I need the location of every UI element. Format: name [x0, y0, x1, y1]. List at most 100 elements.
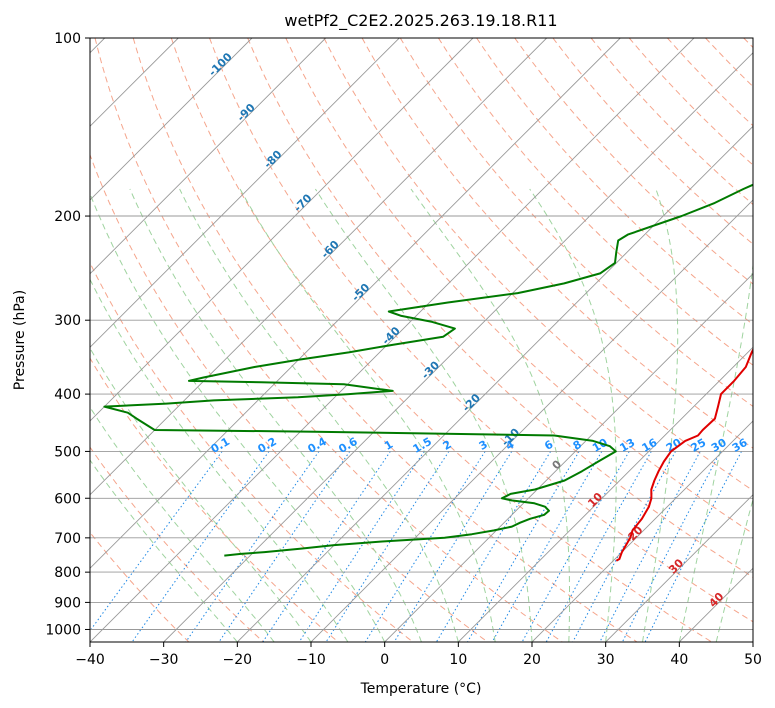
dry-adiabat — [476, 38, 753, 326]
moist-adiabat — [129, 188, 422, 642]
mixing-ratio-line — [298, 451, 425, 642]
mixing-ratio-line — [644, 451, 742, 642]
mixing-ratio-line — [467, 451, 580, 642]
profile-lines — [103, 183, 753, 562]
isotherm — [90, 38, 327, 275]
dry-adiabat — [705, 38, 753, 88]
plot-border — [89, 37, 754, 643]
dry-adiabat — [90, 357, 339, 642]
x-tick-label: 30 — [597, 652, 615, 668]
y-tick-label: 300 — [54, 313, 81, 329]
mixing-ratio-label: 1 — [382, 438, 395, 453]
mixing-ratio-line — [521, 451, 630, 642]
x-tick-label: 20 — [523, 652, 541, 668]
mixing-ratio-line — [599, 451, 701, 642]
x-tick-label: 40 — [670, 652, 688, 668]
dry-adiabat — [90, 531, 190, 642]
isotherm — [90, 38, 253, 201]
mixing-ratio-line — [621, 451, 722, 642]
mixing-ratio-line — [435, 451, 552, 642]
mixing-ratio-line — [364, 451, 486, 642]
y-tick-label: 800 — [54, 565, 81, 581]
isotherm-label: -30 — [419, 358, 442, 381]
dry-adiabat — [552, 38, 753, 245]
mixing-ratio-label: 2 — [441, 438, 454, 453]
isotherm — [678, 567, 753, 642]
dry-adiabat — [323, 38, 753, 492]
moist-adiabat — [90, 192, 386, 642]
x-tick-label: 50 — [744, 652, 762, 668]
isotherm-label: -70 — [291, 191, 314, 214]
temperature-profile — [615, 347, 753, 562]
y-tick-label: 600 — [54, 491, 81, 507]
moist-adiabat — [642, 188, 679, 642]
x-tick-label: −10 — [296, 652, 326, 668]
mixing-ratio-label: 36 — [730, 436, 750, 455]
isotherm-label: -50 — [349, 281, 372, 304]
moist-adiabat — [90, 278, 349, 642]
isotherm — [90, 38, 548, 496]
y-tick-label: 500 — [54, 444, 81, 460]
mixing-ratio-label: 0.6 — [336, 435, 360, 456]
chart-title: wetPf2_C2E2.2025.263.19.18.R11 — [284, 11, 557, 31]
x-tick-label: −40 — [75, 652, 105, 668]
mixing-ratio-line — [131, 451, 270, 642]
mixing-ratio-label: 0.4 — [306, 435, 330, 456]
isotherm — [236, 125, 753, 642]
mixing-ratio-label: 0.1 — [209, 435, 232, 456]
background-lines — [90, 38, 753, 642]
y-axis: 100 200 300 400 500 600 700 800 900 1000 — [45, 31, 90, 638]
x-axis: −40 −30 −20 −10 0 10 20 30 40 50 — [75, 642, 762, 668]
moist-adiabat — [179, 188, 459, 642]
mixing-ratio-line — [185, 451, 320, 642]
x-tick-label: 0 — [380, 652, 389, 668]
moist-adiabat — [529, 188, 617, 642]
dry-adiabat — [132, 38, 638, 642]
isotherm — [531, 420, 753, 642]
dry-adiabat — [667, 38, 753, 127]
dry-adiabat — [247, 38, 753, 578]
mixing-ratio-label: 3 — [477, 438, 490, 453]
isotherm — [90, 38, 695, 642]
y-tick-label: 700 — [54, 531, 81, 547]
dry-adiabat — [743, 38, 753, 49]
dry-adiabat — [90, 153, 488, 642]
moist-adiabat — [314, 188, 533, 642]
isotherm-label: 30 — [666, 556, 686, 576]
y-tick-label: 200 — [54, 209, 81, 225]
isotherm-label: -20 — [460, 391, 483, 414]
isotherm — [384, 273, 753, 642]
dewpoint-profile — [103, 183, 753, 557]
x-tick-label: −30 — [149, 652, 179, 668]
isotherm-label: -10 — [499, 426, 522, 449]
isotherm — [90, 38, 474, 422]
dry-adiabat — [285, 38, 753, 535]
dry-adiabat — [90, 261, 414, 642]
x-tick-label: −20 — [223, 652, 253, 668]
moist-adiabat — [715, 497, 753, 642]
line-labels: 0.1 0.2 0.4 0.6 1 1.5 2 3 4 6 8 10 13 16 20 25 30 36-100-… — [206, 50, 750, 610]
isotherm — [90, 38, 400, 348]
mixing-ratio-label: 30 — [709, 436, 729, 455]
isotherm-label: 10 — [585, 490, 605, 510]
isotherm — [90, 38, 621, 569]
mixing-ratio-line — [218, 451, 351, 642]
isotherm — [310, 199, 753, 642]
moist-adiabat — [410, 188, 571, 642]
y-tick-label: 900 — [54, 595, 81, 611]
isotherm — [605, 494, 753, 642]
x-axis-label: Temperature (°C) — [360, 681, 482, 697]
y-tick-label: 100 — [54, 31, 81, 47]
dry-adiabat — [170, 38, 712, 642]
y-tick-label: 400 — [54, 387, 81, 403]
isotherm-label: -60 — [319, 238, 342, 261]
moist-adiabat — [239, 188, 496, 642]
dry-adiabat — [209, 38, 753, 623]
moist-adiabat — [678, 261, 753, 642]
mixing-ratio-line — [325, 451, 450, 642]
dry-adiabat — [590, 38, 753, 206]
mixing-ratio-label: 16 — [640, 436, 660, 455]
isotherm-label: -100 — [206, 50, 235, 79]
dry-adiabat — [90, 446, 264, 642]
